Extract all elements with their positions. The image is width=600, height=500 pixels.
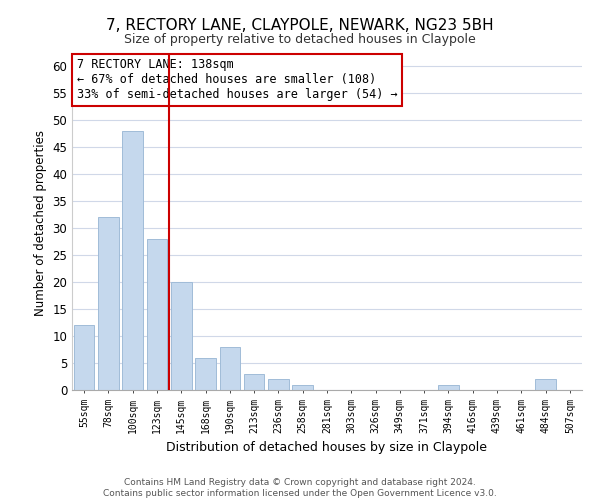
Bar <box>171 282 191 390</box>
Bar <box>195 358 216 390</box>
Bar <box>146 238 167 390</box>
Bar <box>438 384 459 390</box>
Text: 7 RECTORY LANE: 138sqm
← 67% of detached houses are smaller (108)
33% of semi-de: 7 RECTORY LANE: 138sqm ← 67% of detached… <box>77 58 398 102</box>
Bar <box>98 217 119 390</box>
Bar <box>268 379 289 390</box>
Text: Contains HM Land Registry data © Crown copyright and database right 2024.
Contai: Contains HM Land Registry data © Crown c… <box>103 478 497 498</box>
Bar <box>122 130 143 390</box>
Y-axis label: Number of detached properties: Number of detached properties <box>34 130 47 316</box>
X-axis label: Distribution of detached houses by size in Claypole: Distribution of detached houses by size … <box>167 441 487 454</box>
Bar <box>292 384 313 390</box>
Bar <box>220 347 240 390</box>
Text: Size of property relative to detached houses in Claypole: Size of property relative to detached ho… <box>124 32 476 46</box>
Bar <box>244 374 265 390</box>
Text: 7, RECTORY LANE, CLAYPOLE, NEWARK, NG23 5BH: 7, RECTORY LANE, CLAYPOLE, NEWARK, NG23 … <box>106 18 494 32</box>
Bar <box>74 325 94 390</box>
Bar <box>535 379 556 390</box>
